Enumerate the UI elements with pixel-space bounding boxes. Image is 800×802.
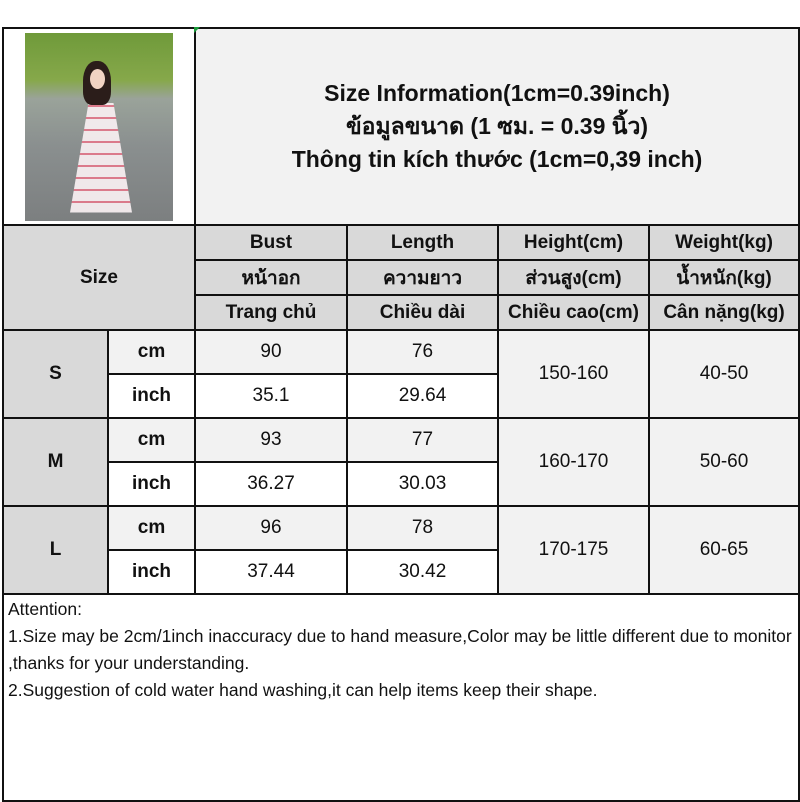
col-height-th: ส่วนสูง(cm): [497, 259, 650, 296]
bust-cm: 90: [194, 329, 348, 375]
bust-cm: 96: [194, 505, 348, 551]
weight-range: 60-65: [647, 505, 800, 595]
col-bust-en: Bust: [194, 224, 348, 261]
notes-heading: Attention:: [8, 599, 82, 619]
col-height-en: Height(cm): [497, 224, 650, 261]
bust-inch: 37.44: [194, 549, 348, 595]
col-bust-th: หน้าอก: [194, 259, 348, 296]
bust-inch: 36.27: [194, 461, 348, 507]
weight-range: 40-50: [647, 329, 800, 419]
col-weight-th: น้ำหนัก(kg): [647, 259, 800, 296]
height-range: 150-160: [497, 329, 650, 419]
height-range: 160-170: [497, 417, 650, 507]
title-vietnamese: Thông tin kích thước (1cm=0,39 inch): [291, 146, 703, 172]
col-bust-vi: Trang chủ: [194, 294, 348, 331]
height-range: 170-175: [497, 505, 650, 595]
plaid-dress-image: [70, 102, 132, 213]
size-s: S: [2, 329, 109, 419]
title-thai: ข้อมูลขนาด (1 ซม. = 0.39 นิ้ว): [345, 113, 649, 139]
size-chart: Size Information(1cm=0.39inch) ข้อมูลขนา…: [1, 27, 800, 802]
unit-inch: inch: [107, 549, 196, 595]
size-header: Size: [2, 224, 196, 331]
unit-cm: cm: [107, 505, 196, 551]
note-line: 2.Suggestion of cold water hand washing,…: [8, 680, 598, 700]
col-length-th: ความยาว: [346, 259, 499, 296]
length-cm: 77: [346, 417, 499, 463]
col-weight-vi: Cân nặng(kg): [647, 294, 800, 331]
length-inch: 29.64: [346, 373, 499, 419]
weight-range: 50-60: [647, 417, 800, 507]
size-info-title: Size Information(1cm=0.39inch) ข้อมูลขนา…: [193, 27, 800, 226]
cell-comment-marker: [194, 27, 200, 33]
note-line: 1.Size may be 2cm/1inch inaccuracy due t…: [8, 626, 792, 673]
attention-notes: Attention: 1.Size may be 2cm/1inch inacc…: [1, 593, 800, 802]
unit-cm: cm: [107, 417, 196, 463]
model-face-image: [90, 68, 105, 89]
bust-inch: 35.1: [194, 373, 348, 419]
size-l: L: [2, 505, 109, 595]
unit-inch: inch: [107, 461, 196, 507]
unit-inch: inch: [107, 373, 196, 419]
col-length-vi: Chiều dài: [346, 294, 499, 331]
size-table: Size Information(1cm=0.39inch) ข้อมูลขนา…: [1, 27, 800, 802]
title-english: Size Information(1cm=0.39inch): [324, 80, 670, 106]
length-cm: 78: [346, 505, 499, 551]
unit-cm: cm: [107, 329, 196, 375]
col-length-en: Length: [346, 224, 499, 261]
length-inch: 30.03: [346, 461, 499, 507]
product-photo: [25, 32, 173, 221]
length-cm: 76: [346, 329, 499, 375]
col-weight-en: Weight(kg): [647, 224, 800, 261]
length-inch: 30.42: [346, 549, 499, 595]
product-photo-cell: [2, 27, 196, 226]
col-height-vi: Chiều cao(cm): [497, 294, 650, 331]
bust-cm: 93: [194, 417, 348, 463]
size-m: M: [2, 417, 109, 507]
